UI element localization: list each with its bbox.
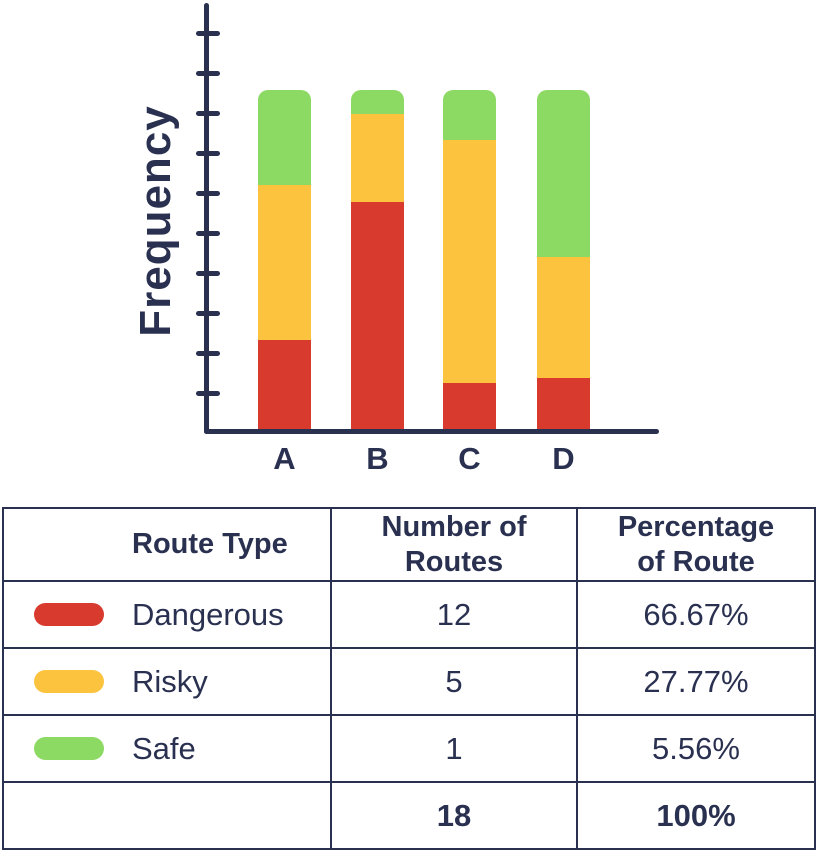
table-row-safe: Safe 1 5.56% <box>2 714 816 783</box>
bar-b-safe-segment <box>351 90 404 115</box>
dangerous-count: 12 <box>330 580 578 649</box>
safe-legend-swatch <box>34 737 104 760</box>
dangerous-legend-swatch <box>34 603 104 626</box>
header-route-type: Route Type <box>2 507 332 582</box>
y-axis-tick <box>196 31 220 36</box>
x-tick-label-d: D <box>552 441 575 476</box>
y-axis-tick <box>196 191 220 196</box>
table-row-risky: Risky 5 27.77% <box>2 647 816 716</box>
bar-c-dangerous-segment <box>443 382 496 429</box>
header-number-of-routes: Number of Routes <box>330 507 578 582</box>
total-empty-cell <box>2 781 332 850</box>
bar-d <box>537 90 590 429</box>
risky-percent: 27.77% <box>576 647 816 716</box>
stacked-bar-chart: Frequency <box>131 3 659 476</box>
bar-d-safe-segment <box>537 90 590 258</box>
y-axis-tick <box>196 71 220 76</box>
safe-count: 1 <box>330 714 578 783</box>
y-axis-tick <box>196 351 220 356</box>
y-axis-tick <box>196 271 220 276</box>
risky-legend-swatch <box>34 670 104 693</box>
bar-a-risky-segment <box>258 184 311 340</box>
bar-a-dangerous-segment <box>258 339 311 429</box>
y-axis-line <box>204 3 209 434</box>
bar-a <box>258 90 311 429</box>
safe-percent: 5.56% <box>576 714 816 783</box>
y-axis-tick <box>196 311 220 316</box>
risky-label: Risky <box>132 663 208 699</box>
risky-count: 5 <box>330 647 578 716</box>
bar-d-risky-segment <box>537 257 590 379</box>
x-tick-label-b: B <box>366 441 389 476</box>
y-axis-tick <box>196 151 220 156</box>
x-axis-line <box>204 429 659 434</box>
bar-b <box>351 90 404 430</box>
bar-a-safe-segment <box>258 90 311 185</box>
y-axis-label: Frequency <box>131 105 180 337</box>
dangerous-label: Dangerous <box>132 596 284 632</box>
header-percentage-of-route: Percentage of Route <box>576 507 816 582</box>
bar-c-risky-segment <box>443 139 496 383</box>
y-axis-tick <box>196 391 220 396</box>
safe-label: Safe <box>132 730 196 766</box>
y-axis-tick <box>196 111 220 116</box>
bar-b-risky-segment <box>351 114 404 203</box>
table-row-dangerous: Dangerous 12 66.67% <box>2 580 816 649</box>
bar-c <box>443 90 496 429</box>
routes-summary-table: Route Type Number of Routes Percentage o… <box>2 507 816 850</box>
y-axis-tick <box>196 231 220 236</box>
x-tick-label-a: A <box>273 441 296 476</box>
bar-d-dangerous-segment <box>537 378 590 429</box>
table-total-row: 18 100% <box>2 781 816 850</box>
bar-c-safe-segment <box>443 90 496 140</box>
x-tick-label-c: C <box>458 441 481 476</box>
total-percent: 100% <box>576 781 816 850</box>
total-count: 18 <box>330 781 578 850</box>
table-header-row: Route Type Number of Routes Percentage o… <box>2 507 816 582</box>
bar-b-dangerous-segment <box>351 202 404 430</box>
dangerous-percent: 66.67% <box>576 580 816 649</box>
